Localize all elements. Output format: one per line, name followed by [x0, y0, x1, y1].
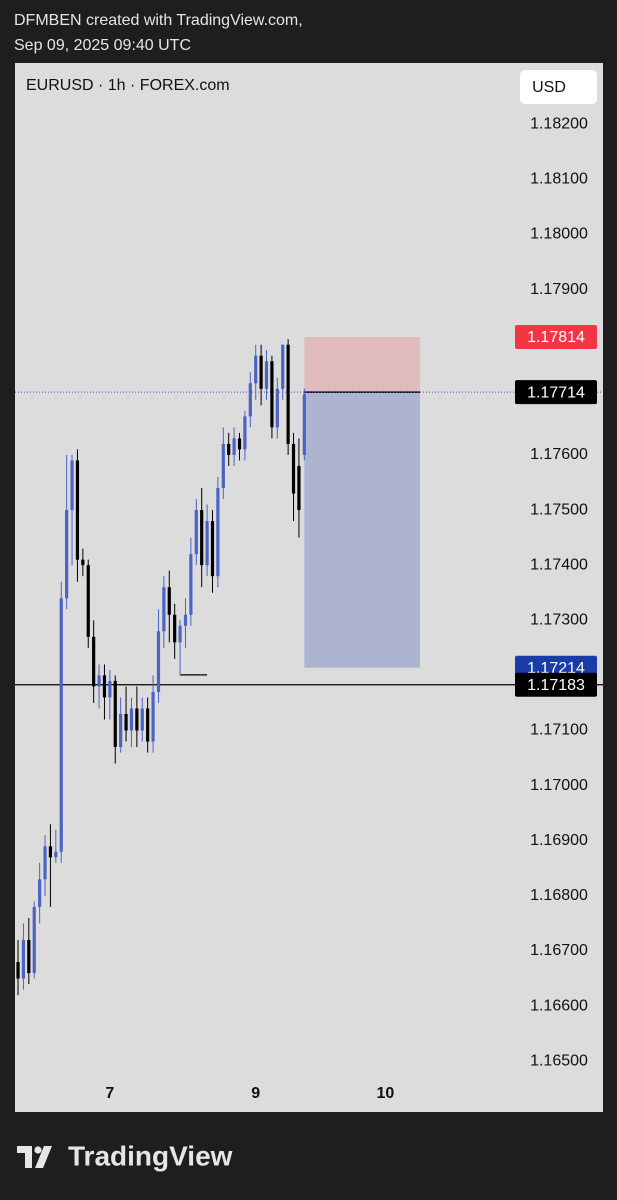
price-label: 1.17714	[527, 384, 585, 401]
candle-body	[281, 344, 285, 389]
candle-body	[92, 636, 96, 687]
candle-body	[102, 675, 107, 698]
chart-background	[15, 63, 603, 1112]
candle-body	[210, 521, 215, 577]
candle-body	[254, 355, 258, 384]
candle-body	[59, 598, 63, 852]
y-tick-label: 1.17000	[530, 777, 588, 794]
stop-badge	[515, 324, 597, 349]
stop-label: 1.17814	[527, 329, 585, 346]
candle-body	[248, 383, 252, 417]
target-zone	[304, 392, 420, 668]
candle-body	[286, 344, 290, 444]
candle-body	[232, 438, 236, 455]
y-tick-label: 1.16800	[530, 887, 588, 904]
candle-body	[75, 460, 80, 560]
currency-label[interactable]: USD	[532, 79, 566, 96]
x-tick-label: 7	[105, 1085, 114, 1102]
footer-brand: TradingView	[68, 1140, 233, 1171]
y-tick-label: 1.17900	[530, 281, 588, 298]
candle-body	[173, 614, 177, 643]
candle-body	[70, 460, 74, 511]
y-tick-label: 1.18100	[530, 171, 588, 188]
price-badge	[515, 380, 597, 405]
candle-body	[113, 680, 117, 748]
candle-body	[156, 631, 161, 692]
candle-body	[216, 487, 220, 577]
candle-body	[81, 559, 85, 566]
candle-body	[135, 708, 139, 731]
y-tick-label: 1.16600	[530, 997, 588, 1014]
candle-body	[221, 443, 225, 488]
candle-body	[32, 906, 36, 974]
y-tick-label: 1.17500	[530, 501, 588, 518]
y-tick-label: 1.17400	[530, 556, 588, 573]
target-label: 1.17214	[527, 660, 585, 677]
candle-body	[167, 587, 171, 615]
candle-body	[21, 939, 26, 979]
candle-body	[227, 443, 231, 455]
y-tick-label: 1.18000	[530, 226, 588, 243]
date-line: Sep 09, 2025 09:40 UTC	[14, 37, 192, 54]
currency-button[interactable]	[520, 70, 597, 104]
chart-title: EURUSD · 1h · FOREX.com	[26, 77, 230, 94]
candle-body	[178, 625, 182, 643]
y-tick-label: 1.16700	[530, 942, 588, 959]
candle-body	[243, 416, 247, 450]
tv-logo	[17, 1146, 52, 1168]
y-tick-label: 1.17300	[530, 612, 588, 629]
candle-body	[97, 675, 101, 687]
candle-body	[275, 388, 279, 428]
candle-body	[119, 713, 123, 748]
candle-body	[54, 851, 58, 858]
candle-body	[27, 939, 31, 974]
y-tick-label: 1.17600	[530, 446, 588, 463]
candle-body	[264, 361, 269, 389]
x-tick-label: 9	[251, 1085, 260, 1102]
candle-body	[108, 680, 112, 698]
candle-body	[146, 708, 150, 742]
candle-body	[270, 361, 274, 428]
candle-body	[291, 443, 296, 494]
candle-body	[86, 565, 90, 637]
candle-body	[200, 510, 204, 566]
candle-body	[129, 708, 134, 731]
candle-body	[189, 554, 193, 615]
candle-body	[205, 521, 209, 566]
candle-body	[124, 713, 128, 731]
candle-body	[183, 614, 188, 626]
y-tick-label: 1.16500	[530, 1052, 588, 1069]
stop-zone	[304, 336, 420, 393]
candle-body	[43, 846, 47, 880]
candle-body	[16, 962, 20, 979]
candle-body	[65, 510, 69, 599]
candle-body	[140, 708, 144, 731]
candle-body	[259, 355, 263, 389]
candle-body	[302, 394, 306, 455]
candle-body	[237, 438, 242, 450]
price-label: 1.17183	[527, 677, 585, 694]
x-tick-label: 10	[376, 1085, 394, 1102]
candle-body	[297, 465, 301, 511]
y-tick-label: 1.16900	[530, 832, 588, 849]
candle-body	[162, 587, 166, 632]
candle-body	[38, 879, 42, 907]
y-tick-label: 1.17100	[530, 722, 588, 739]
y-tick-label: 1.18200	[530, 115, 588, 132]
author-line: DFMBEN created with TradingView.com,	[14, 12, 303, 29]
price-badge	[515, 672, 597, 697]
candle-body	[151, 691, 155, 742]
candle-body	[48, 846, 53, 858]
candle-body	[194, 510, 198, 555]
